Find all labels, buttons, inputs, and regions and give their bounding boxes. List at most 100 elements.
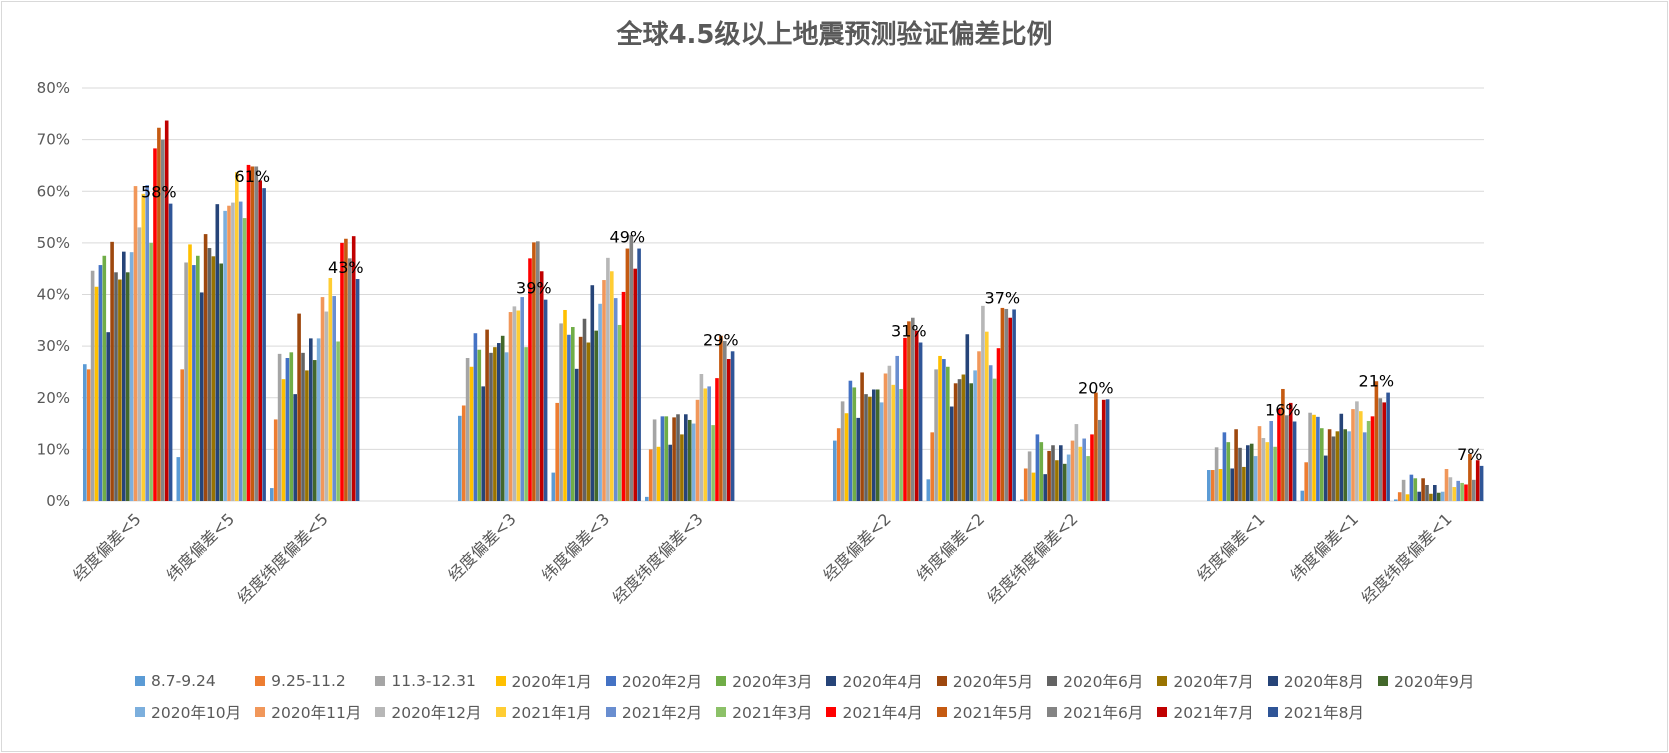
bar — [559, 323, 563, 501]
bar — [1362, 432, 1367, 501]
bar — [1351, 409, 1355, 501]
bar — [1425, 485, 1429, 501]
bar — [348, 258, 352, 501]
bar — [536, 241, 540, 501]
legend-item: 2021年2月 — [605, 701, 702, 723]
bar — [1475, 460, 1480, 501]
legend-item: 2021年7月 — [1157, 701, 1254, 723]
bar — [473, 333, 478, 501]
bar — [1008, 317, 1012, 501]
bar — [1452, 487, 1457, 501]
y-tick-label: 20% — [37, 389, 70, 407]
legend-swatch — [1047, 676, 1058, 686]
data-label: 7% — [1457, 445, 1482, 464]
bar — [176, 457, 181, 501]
bar — [1261, 438, 1266, 501]
bar — [215, 204, 220, 501]
bar — [1051, 445, 1055, 501]
bar — [164, 120, 169, 502]
legend-swatch — [716, 707, 727, 717]
bar — [1323, 455, 1328, 501]
legend-item: 2020年4月 — [826, 670, 923, 692]
bar — [1472, 479, 1476, 501]
bar — [949, 406, 954, 501]
bar — [1039, 442, 1044, 501]
legend-item: 8.7-9.24 — [135, 670, 241, 692]
bar — [1331, 436, 1336, 501]
bar — [1086, 456, 1090, 501]
bar — [590, 285, 595, 501]
legend-label: 2021年4月 — [842, 704, 923, 722]
bar — [1207, 470, 1211, 501]
legend-label: 2020年7月 — [1173, 673, 1254, 691]
bar — [199, 292, 204, 501]
bar — [1444, 468, 1449, 501]
bar — [122, 251, 126, 501]
legend-label: 2020年3月 — [732, 673, 813, 691]
bar — [157, 127, 161, 501]
bar — [235, 172, 239, 501]
bar — [219, 263, 223, 501]
bar — [192, 265, 196, 501]
bar — [676, 414, 680, 501]
bar — [532, 242, 536, 502]
bar — [465, 358, 470, 501]
bar — [161, 139, 165, 501]
legend-item: 2020年7月 — [1157, 670, 1254, 692]
bar — [637, 248, 641, 501]
bar — [1429, 493, 1433, 501]
bar — [903, 337, 907, 501]
bar — [598, 303, 602, 501]
legend-label: 2021年7月 — [1173, 704, 1254, 722]
bar — [625, 248, 630, 501]
bar — [125, 272, 130, 501]
bar — [114, 272, 118, 501]
bar — [606, 257, 610, 501]
bar — [887, 365, 892, 501]
bar — [250, 166, 255, 501]
legend-item: 2021年5月 — [936, 701, 1033, 723]
bar — [719, 335, 723, 501]
bar — [1234, 429, 1238, 501]
bar — [672, 417, 676, 501]
bar — [1374, 381, 1379, 501]
bar — [957, 379, 962, 501]
bar — [1094, 392, 1098, 501]
legend-swatch — [1267, 676, 1278, 686]
bar — [707, 386, 711, 501]
data-label: 31% — [891, 322, 927, 341]
bar — [1070, 440, 1075, 501]
legend-swatch — [1267, 707, 1278, 717]
bar — [891, 384, 896, 501]
bar — [695, 399, 700, 501]
legend-item: 2021年3月 — [716, 701, 812, 723]
data-label: 58% — [141, 183, 177, 202]
legend-swatch — [1378, 676, 1389, 686]
bar — [1043, 474, 1047, 501]
legend-swatch — [255, 676, 266, 686]
legend-swatch — [1157, 707, 1168, 717]
legend-swatch — [826, 676, 837, 686]
x-tick-label: 经度纬度偏差<1 — [1358, 509, 1456, 607]
data-label: 21% — [1359, 372, 1395, 391]
bar — [699, 374, 704, 501]
bar — [1382, 402, 1386, 501]
bar — [907, 321, 911, 501]
bar — [309, 338, 313, 501]
bar — [1004, 308, 1009, 501]
bar — [1409, 474, 1414, 501]
bar — [277, 353, 282, 501]
x-tick-label: 纬度偏差<2 — [913, 509, 988, 584]
bar — [485, 329, 489, 501]
bar — [258, 180, 262, 501]
data-label: 61% — [235, 167, 271, 186]
bar — [1226, 442, 1231, 501]
bar — [833, 440, 837, 501]
legend-swatch — [936, 707, 947, 717]
bar — [1456, 480, 1460, 501]
bar — [504, 352, 509, 501]
bar — [1210, 470, 1215, 501]
bar — [926, 479, 931, 501]
